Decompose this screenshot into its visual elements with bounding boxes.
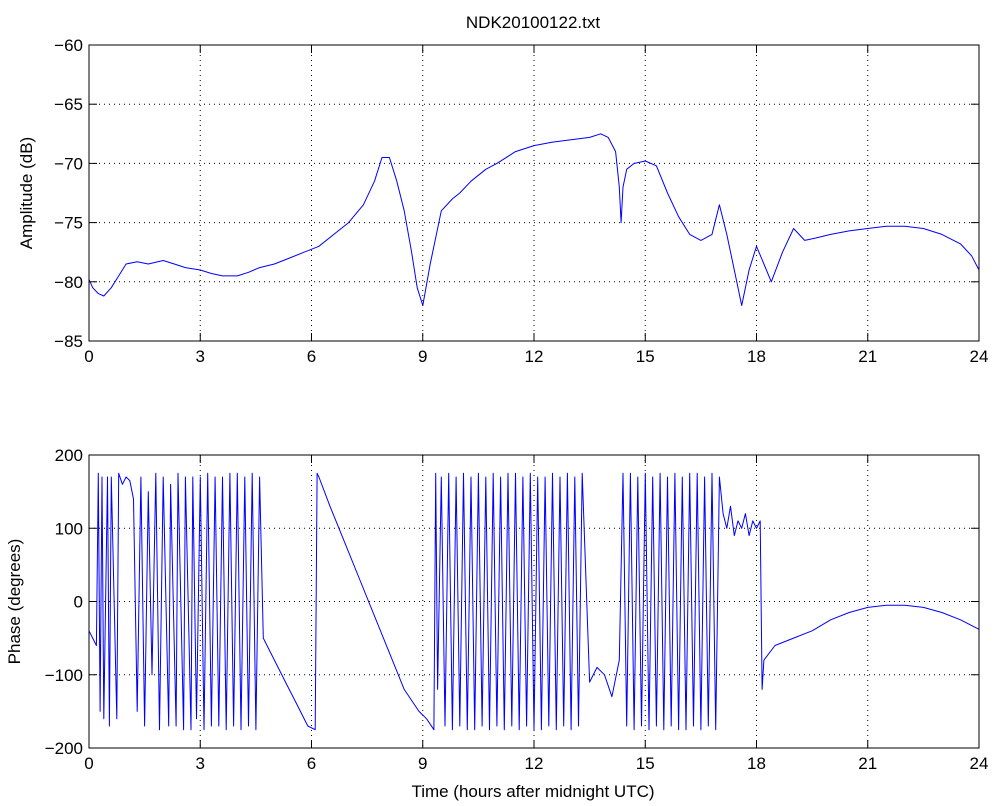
y-tick-label: −70	[54, 154, 83, 173]
y-tick-label: −200	[45, 739, 83, 758]
y-tick-label: −85	[54, 332, 83, 351]
x-tick-label: 3	[196, 754, 205, 773]
x-tick-label: 12	[525, 754, 544, 773]
x-tick-label: 9	[418, 754, 427, 773]
x-tick-label: 21	[858, 347, 877, 366]
y-axis-label: Amplitude (dB)	[17, 137, 36, 249]
amplitude-panel: 0 3 6 9 12 15 18 21 24 −85 −80 −75 −70 −65 −60 Amplitud…	[17, 36, 988, 366]
x-tick-label: 6	[307, 347, 316, 366]
amplitude-series-line	[88, 133, 980, 306]
y-tick-label: −100	[45, 666, 83, 685]
x-tick-label: 3	[196, 347, 205, 366]
y-tick-label: −65	[54, 95, 83, 114]
y-tick-label: −80	[54, 273, 83, 292]
x-tick-label: 24	[970, 754, 989, 773]
y-tick-label: 0	[74, 593, 83, 612]
phase-series-line	[88, 472, 980, 731]
x-tick-label: 18	[747, 347, 766, 366]
y-tick-label: 200	[55, 446, 83, 465]
x-axis-label: Time (hours after midnight UTC)	[411, 782, 654, 801]
y-tick-label: −60	[54, 36, 83, 55]
y-axis-label: Phase (degrees)	[5, 539, 24, 665]
x-tick-label: 12	[525, 347, 544, 366]
x-tick-label: 0	[84, 754, 93, 773]
x-tick-label: 15	[636, 347, 655, 366]
x-tick-label: 6	[307, 754, 316, 773]
x-tick-label: 21	[858, 754, 877, 773]
phase-panel: 0 3 6 9 12 15 18 21 24 −200 −100 0 100 200 Phase (degr…	[5, 446, 988, 801]
y-tick-label: 100	[55, 519, 83, 538]
chart-title: NDK20100122.txt	[466, 13, 600, 32]
x-tick-label: 15	[636, 754, 655, 773]
y-tick-label: −75	[54, 214, 83, 233]
x-tick-label: 18	[747, 754, 766, 773]
x-tick-label: 0	[84, 347, 93, 366]
x-tick-label: 24	[970, 347, 989, 366]
x-tick-label: 9	[418, 347, 427, 366]
